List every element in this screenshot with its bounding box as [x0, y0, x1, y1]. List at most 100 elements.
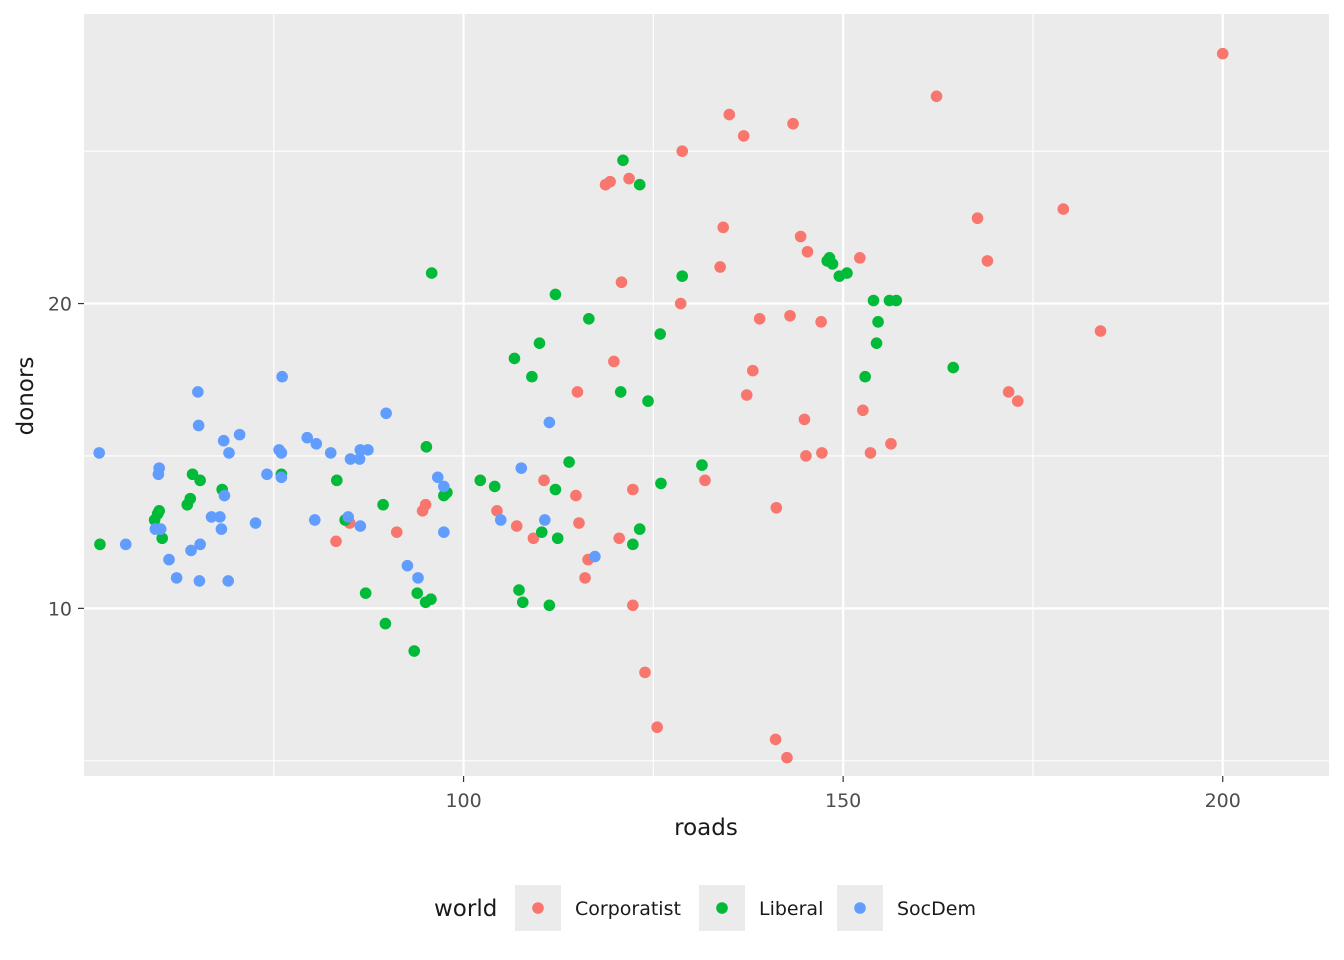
data-point-corporatist [740, 389, 753, 401]
data-point-liberal [508, 352, 521, 365]
data-point-liberal [655, 477, 667, 490]
data-point-corporatist [573, 517, 585, 529]
data-point-corporatist [527, 532, 540, 545]
data-point-corporatist [737, 130, 750, 142]
data-point-socdem [354, 520, 367, 532]
data-point-socdem [233, 428, 246, 441]
data-point-corporatist [981, 255, 994, 267]
data-point-liberal [156, 532, 168, 545]
data-point-socdem [217, 434, 230, 447]
data-point-socdem [193, 575, 206, 587]
data-point-corporatist [538, 474, 550, 487]
data-point-corporatist [930, 90, 943, 103]
data-point-corporatist [717, 221, 730, 234]
legend-title: world [434, 896, 497, 922]
data-point-liberal [377, 498, 389, 511]
data-point-liberal [543, 599, 556, 612]
data-point-liberal [627, 538, 639, 551]
data-point-corporatist [864, 447, 877, 459]
data-point-socdem [342, 511, 354, 523]
data-point-socdem [275, 447, 288, 459]
data-point-socdem [170, 572, 183, 584]
data-point-socdem [589, 550, 601, 563]
data-point-corporatist [651, 721, 663, 734]
data-point-corporatist [816, 447, 828, 459]
data-point-socdem [152, 468, 165, 481]
y-tick-label: 20 [48, 294, 72, 316]
legend-label-corporatist: Corporatist [575, 898, 681, 920]
y-axis: 10 20 [48, 294, 84, 620]
data-point-liberal [633, 523, 646, 535]
data-point-socdem [401, 559, 414, 572]
data-point-corporatist [623, 172, 635, 185]
data-point-corporatist [613, 532, 625, 545]
data-point-corporatist [784, 309, 796, 322]
data-point-liberal [420, 441, 433, 453]
legend-marker-socdem [854, 902, 866, 914]
data-point-liberal [408, 645, 421, 657]
data-point-liberal [890, 294, 903, 307]
data-point-liberal [551, 532, 564, 545]
data-point-socdem [324, 447, 337, 459]
data-point-corporatist [615, 276, 628, 289]
data-point-socdem [301, 431, 313, 444]
data-point-corporatist [491, 505, 503, 517]
data-point-socdem [223, 447, 235, 459]
data-point-socdem [494, 514, 507, 526]
data-point-corporatist [604, 175, 616, 188]
legend-marker-liberal [716, 902, 728, 914]
y-axis-title: donors [13, 357, 39, 436]
data-point-corporatist [1002, 386, 1015, 398]
x-tick-label: 200 [1205, 790, 1241, 812]
data-point-socdem [119, 538, 132, 551]
data-point-corporatist [815, 316, 827, 328]
data-point-liberal [181, 498, 194, 511]
data-point-socdem [362, 444, 374, 456]
data-point-corporatist [1011, 395, 1024, 407]
data-point-liberal [867, 294, 880, 307]
data-point-liberal [947, 361, 960, 374]
data-point-corporatist [639, 666, 651, 679]
data-point-socdem [353, 453, 366, 465]
data-point-corporatist [416, 505, 429, 517]
data-point-liberal [488, 480, 501, 493]
plot-panel [84, 14, 1329, 776]
data-point-corporatist [1057, 203, 1070, 215]
data-point-socdem [215, 523, 228, 535]
data-point-corporatist [787, 117, 799, 130]
legend-label-socdem: SocDem [897, 898, 976, 920]
data-point-liberal [859, 370, 871, 383]
data-point-socdem [310, 437, 323, 450]
data-point-corporatist [571, 386, 584, 398]
data-point-socdem [192, 419, 205, 432]
data-point-liberal [533, 337, 546, 349]
data-point-corporatist [510, 520, 523, 532]
data-point-liberal [148, 514, 161, 526]
data-point-liberal [870, 337, 883, 349]
data-point-corporatist [794, 230, 807, 243]
data-point-corporatist [390, 526, 403, 538]
data-point-liberal [633, 178, 646, 191]
data-point-socdem [308, 514, 321, 526]
data-point-corporatist [699, 474, 711, 487]
data-point-socdem [539, 514, 551, 526]
data-point-liberal [438, 489, 450, 502]
data-point-liberal [614, 386, 627, 398]
data-point-liberal [833, 270, 846, 282]
data-point-corporatist [770, 501, 783, 514]
data-point-socdem [261, 468, 273, 481]
x-axis-title: roads [674, 815, 738, 841]
data-point-corporatist [801, 245, 814, 258]
data-point-liberal [872, 316, 884, 328]
data-point-corporatist [579, 572, 591, 584]
data-point-socdem [515, 462, 528, 474]
data-point-corporatist [627, 599, 639, 612]
data-point-socdem [543, 416, 556, 429]
data-point-socdem [276, 370, 288, 383]
y-tick-label: 10 [48, 598, 72, 620]
data-point-socdem [249, 517, 262, 529]
data-point-liberal [513, 584, 525, 596]
data-point-socdem [194, 538, 206, 551]
data-point-liberal [330, 474, 343, 487]
